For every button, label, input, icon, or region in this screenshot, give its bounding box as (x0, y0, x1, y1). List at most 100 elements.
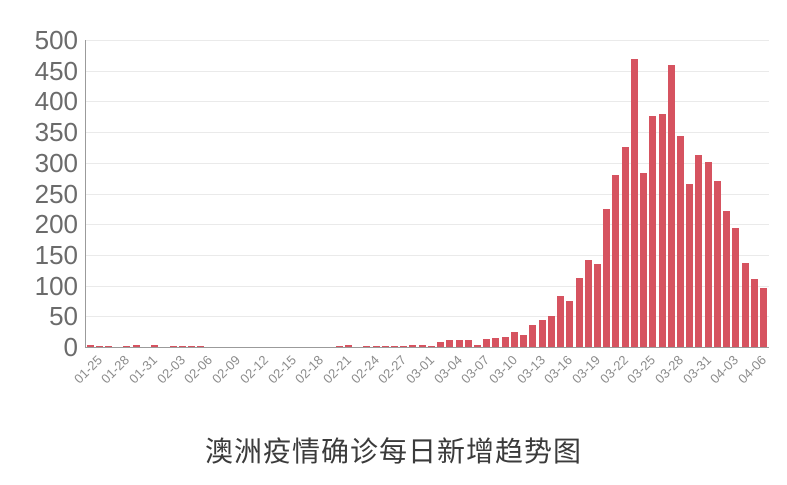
x-axis-label: 02-18 (292, 352, 327, 387)
bar (529, 325, 537, 347)
bar (557, 296, 564, 347)
bar (750, 279, 758, 347)
bar (132, 345, 140, 347)
bar (455, 340, 463, 347)
bar (344, 345, 352, 347)
bar (603, 209, 611, 347)
y-axis-label: 450 (34, 55, 78, 86)
bar (510, 332, 518, 347)
x-axis-label: 03-28 (652, 352, 687, 387)
bar (520, 335, 528, 347)
bar (741, 263, 749, 347)
bar (649, 116, 657, 347)
bar (667, 65, 675, 347)
bar (464, 340, 472, 347)
bar (538, 320, 546, 347)
x-axis-label: 01-28 (98, 352, 133, 387)
y-axis-label: 50 (49, 301, 78, 332)
bar (621, 147, 629, 347)
bar (695, 155, 703, 347)
bar (612, 175, 620, 347)
bar (427, 346, 435, 347)
gridline (85, 162, 769, 164)
bar (105, 346, 112, 347)
bar (713, 181, 721, 347)
y-axis-label: 200 (34, 209, 78, 240)
bar (188, 346, 195, 347)
y-axis-line (85, 40, 86, 347)
bar (418, 345, 426, 347)
bar (372, 346, 380, 347)
bar (760, 288, 767, 347)
x-axis-label: 03-31 (679, 352, 714, 387)
bar (566, 301, 574, 347)
x-axis-label: 02-06 (181, 352, 216, 387)
gridline (85, 132, 769, 134)
y-axis-label: 350 (34, 117, 78, 148)
chart-title: 澳洲疫情确诊每日新增趋势图 (204, 436, 582, 467)
gridline (85, 285, 769, 287)
x-axis-label: 03-19 (569, 352, 604, 387)
bar (501, 337, 509, 347)
bar (197, 346, 205, 347)
x-axis-label: 03-13 (513, 352, 548, 387)
x-axis-label: 02-15 (264, 352, 299, 387)
y-axis-label: 100 (34, 270, 78, 301)
bar (575, 278, 583, 347)
gridline (85, 40, 769, 41)
x-axis-label: 01-31 (126, 352, 161, 387)
bar (151, 345, 159, 347)
x-axis-label: 03-16 (541, 352, 576, 387)
bar (400, 346, 408, 347)
x-axis-label: 02-24 (347, 352, 382, 387)
bar (658, 114, 666, 347)
y-axis-label: 0 (63, 332, 78, 362)
gridline (85, 193, 769, 195)
x-axis-label: 02-27 (375, 352, 410, 387)
bar (492, 338, 500, 347)
x-axis-label: 03-01 (402, 352, 438, 387)
bar (381, 346, 389, 347)
bar (123, 346, 131, 347)
x-axis-label: 02-12 (236, 352, 271, 387)
gridline (85, 254, 769, 256)
bar (363, 346, 371, 347)
x-axis-label: 03-22 (596, 352, 631, 387)
x-axis-label: 04-06 (735, 352, 770, 387)
bar (584, 260, 592, 347)
x-axis-label: 02-03 (153, 352, 188, 387)
y-axis-label: 500 (34, 25, 78, 55)
bar (686, 184, 694, 347)
x-axis-label: 03-25 (624, 352, 659, 387)
gridline (85, 316, 769, 318)
bar (474, 345, 481, 347)
bar (409, 345, 417, 347)
bar (86, 345, 94, 347)
gridline (85, 101, 769, 103)
bar (335, 346, 343, 347)
bar (391, 346, 398, 347)
bar (169, 346, 177, 347)
x-axis-label: 02-21 (319, 352, 355, 387)
x-axis-label: 04-03 (707, 352, 742, 387)
bar (593, 264, 601, 347)
y-axis-label: 400 (34, 86, 78, 117)
x-axis-label: 03-10 (485, 352, 521, 387)
bar (677, 136, 684, 347)
bar (178, 346, 186, 347)
x-axis-label: 03-04 (430, 352, 465, 387)
y-axis-label: 250 (34, 178, 78, 209)
x-axis-baseline (85, 347, 769, 348)
bar (640, 173, 648, 347)
y-axis-label: 300 (34, 147, 78, 178)
bar (437, 342, 445, 347)
bar (630, 59, 638, 347)
bar (446, 340, 454, 347)
bar (547, 316, 555, 347)
gridline (85, 224, 769, 226)
bar (95, 346, 103, 347)
bar (732, 228, 740, 347)
bar (723, 211, 731, 347)
bar (483, 339, 491, 347)
